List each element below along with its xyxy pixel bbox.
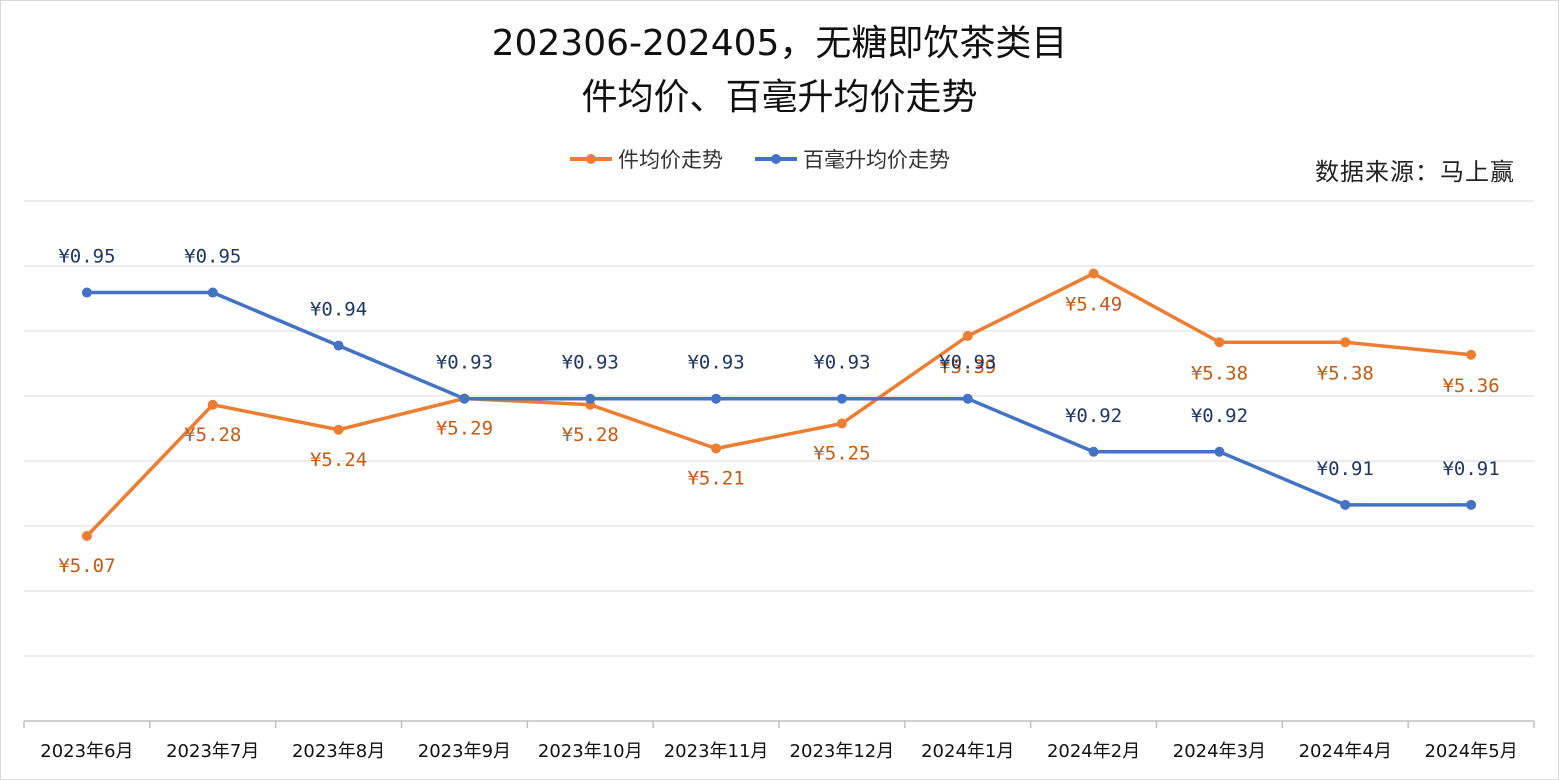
x-tick-label: 2024年2月 bbox=[1047, 741, 1140, 762]
legend-swatch-unit-price bbox=[570, 154, 612, 164]
legend-item-per100ml-price: 百毫升均价走势 bbox=[755, 144, 950, 174]
data-label: ¥0.95 bbox=[58, 246, 115, 268]
data-point bbox=[1214, 337, 1225, 348]
x-tick-label: 2024年4月 bbox=[1299, 741, 1392, 762]
series-line-0 bbox=[85, 271, 1472, 538]
data-label: ¥0.93 bbox=[687, 352, 744, 374]
legend-label-per100ml-price: 百毫升均价走势 bbox=[803, 148, 950, 172]
data-label: ¥5.49 bbox=[1065, 294, 1122, 316]
data-label: ¥0.91 bbox=[1317, 458, 1374, 480]
data-point bbox=[1214, 446, 1225, 457]
data-label: ¥5.36 bbox=[1442, 375, 1499, 397]
data-point bbox=[585, 393, 596, 404]
x-tick-label: 2024年1月 bbox=[921, 741, 1014, 762]
data-label: ¥0.93 bbox=[562, 352, 619, 374]
data-point bbox=[1088, 268, 1099, 279]
data-label: ¥5.28 bbox=[562, 424, 619, 446]
data-point bbox=[711, 393, 722, 404]
data-label: ¥5.39 bbox=[939, 356, 996, 378]
x-tick-label: 2023年6月 bbox=[40, 741, 133, 762]
x-axis: 2023年6月 2023年7月 2023年8月 2023年9月 2023年10月 2023… bbox=[23, 720, 1535, 762]
x-tick-label: 2023年10月 bbox=[538, 741, 643, 762]
data-point bbox=[962, 331, 973, 341]
series-line-1 bbox=[86, 290, 1472, 507]
x-tick-label: 2023年11月 bbox=[664, 741, 769, 762]
data-point bbox=[81, 531, 92, 541]
x-tick-label: 2023年12月 bbox=[790, 741, 895, 762]
series-lines bbox=[85, 271, 1472, 538]
data-label: ¥0.93 bbox=[813, 352, 870, 374]
chart-title: 202306-202405，无糖即饮茶类目 bbox=[491, 23, 1068, 64]
data-point bbox=[333, 424, 344, 435]
data-point bbox=[711, 443, 722, 454]
data-label: ¥0.92 bbox=[1065, 405, 1122, 427]
series-points bbox=[81, 268, 1477, 541]
data-point bbox=[459, 393, 470, 404]
data-point bbox=[1340, 337, 1351, 348]
data-label: ¥0.94 bbox=[310, 299, 367, 321]
chart-subtitle: 件均价、百毫升均价走势 bbox=[581, 77, 978, 118]
data-label: ¥0.92 bbox=[1191, 405, 1248, 427]
data-point bbox=[836, 393, 847, 404]
data-point bbox=[1088, 446, 1099, 457]
x-tick-label: 2024年3月 bbox=[1173, 741, 1266, 762]
data-label: ¥5.38 bbox=[1191, 362, 1248, 384]
data-label: ¥0.93 bbox=[939, 352, 996, 374]
x-tick-label: 2024年5月 bbox=[1424, 741, 1517, 762]
data-point bbox=[1466, 499, 1477, 510]
data-point bbox=[207, 287, 218, 298]
data-point bbox=[207, 399, 218, 410]
data-label: ¥0.95 bbox=[184, 246, 241, 268]
data-point bbox=[81, 287, 92, 298]
data-label: ¥0.91 bbox=[1442, 458, 1499, 480]
data-label: ¥5.25 bbox=[813, 443, 870, 465]
legend: 件均价走势 百毫升均价走势 bbox=[570, 144, 982, 174]
data-point bbox=[1340, 499, 1351, 510]
data-source-note: 数据来源：马上赢 bbox=[1315, 158, 1515, 186]
data-label: ¥5.07 bbox=[58, 555, 115, 577]
x-tick-label: 2023年7月 bbox=[166, 741, 259, 762]
data-label: ¥5.24 bbox=[310, 449, 367, 471]
legend-swatch-per100ml-price bbox=[755, 154, 797, 164]
data-label: ¥5.29 bbox=[436, 418, 493, 440]
gridlines bbox=[24, 200, 1534, 657]
legend-item-unit-price: 件均价走势 bbox=[570, 144, 723, 174]
data-point bbox=[962, 393, 973, 404]
data-point bbox=[333, 340, 344, 351]
data-label: ¥0.93 bbox=[436, 352, 493, 374]
data-point bbox=[1466, 349, 1477, 360]
data-label: ¥5.21 bbox=[687, 468, 744, 490]
x-tick-label: 2023年9月 bbox=[418, 741, 511, 762]
x-tick-label: 2023年8月 bbox=[292, 741, 385, 762]
data-point bbox=[836, 418, 847, 429]
data-label: ¥5.28 bbox=[184, 424, 241, 446]
data-label: ¥5.38 bbox=[1317, 362, 1374, 384]
legend-label-unit-price: 件均价走势 bbox=[618, 148, 723, 172]
data-labels: ¥5.07 ¥5.28 ¥5.24 ¥5.29 ¥5.28 ¥5.21 ¥5.25 ¥5.39… bbox=[58, 246, 1499, 577]
